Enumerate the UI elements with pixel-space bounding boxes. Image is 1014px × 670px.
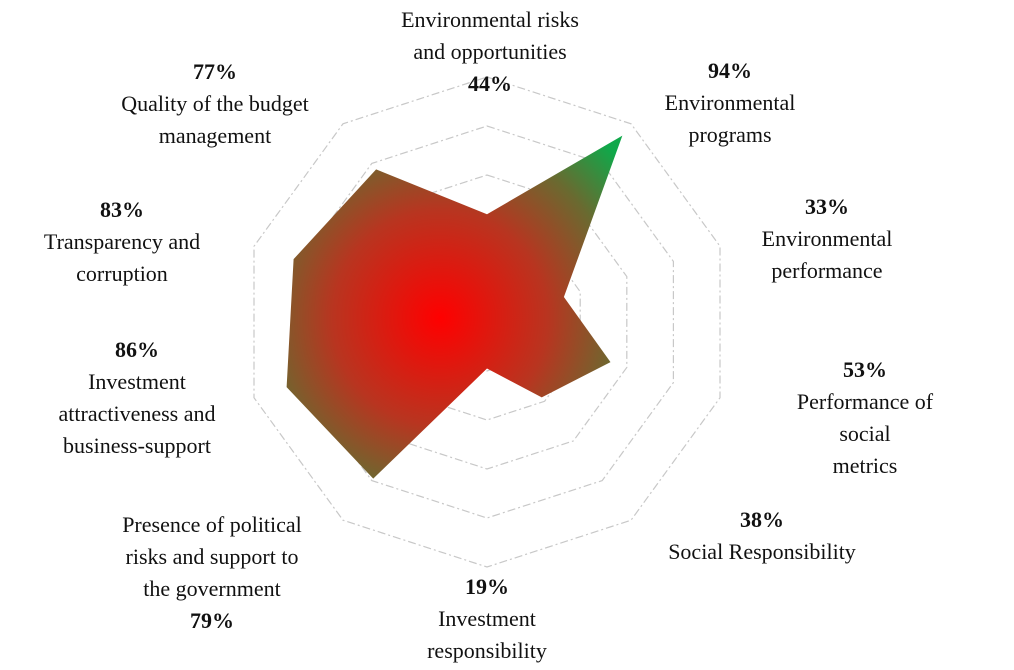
value-label: 77% xyxy=(192,59,237,84)
category-label: Transparency and corruption xyxy=(43,229,201,286)
category-label: Environmental performance xyxy=(761,226,893,283)
axis-label: 86% Investment attractiveness and busines… xyxy=(59,334,216,462)
axis-label: 83% Transparency and corruption xyxy=(44,194,200,290)
category-label: Environmental risks and opportunities xyxy=(401,7,579,64)
value-label: 44% xyxy=(468,71,512,96)
axis-label: 53% Performance of social metrics xyxy=(791,354,940,482)
value-label: 38% xyxy=(740,507,784,532)
axis-label: 94% Environmental programs xyxy=(665,55,796,151)
radar-area xyxy=(286,135,623,479)
category-label: Investment attractiveness and business-s… xyxy=(58,369,216,458)
value-label: 53% xyxy=(843,357,887,382)
value-label: 33% xyxy=(805,194,849,219)
axis-label: Presence of political risks and support … xyxy=(122,509,302,637)
category-label: Performance of social metrics xyxy=(796,389,934,478)
axis-label: 77% Quality of the budget management xyxy=(121,56,309,152)
category-label: Presence of political risks and support … xyxy=(122,512,302,601)
category-label: Investment responsibility xyxy=(427,606,547,663)
axis-label: Environmental risks and opportunities 44% xyxy=(401,4,579,100)
value-label: 86% xyxy=(115,337,159,362)
value-label: 19% xyxy=(465,574,509,599)
category-label: Social Responsibility xyxy=(668,539,856,564)
axis-label: 33% Environmental performance xyxy=(762,191,893,287)
category-label: Quality of the budget management xyxy=(121,91,309,148)
category-label: Environmental programs xyxy=(664,90,796,147)
axis-label: 19% Investment responsibility xyxy=(427,571,547,667)
axis-label: 38% Social Responsibility xyxy=(668,504,856,568)
value-label: 79% xyxy=(189,608,234,633)
value-label: 94% xyxy=(708,58,752,83)
grid-ring xyxy=(253,76,721,568)
value-label: 83% xyxy=(99,197,144,222)
